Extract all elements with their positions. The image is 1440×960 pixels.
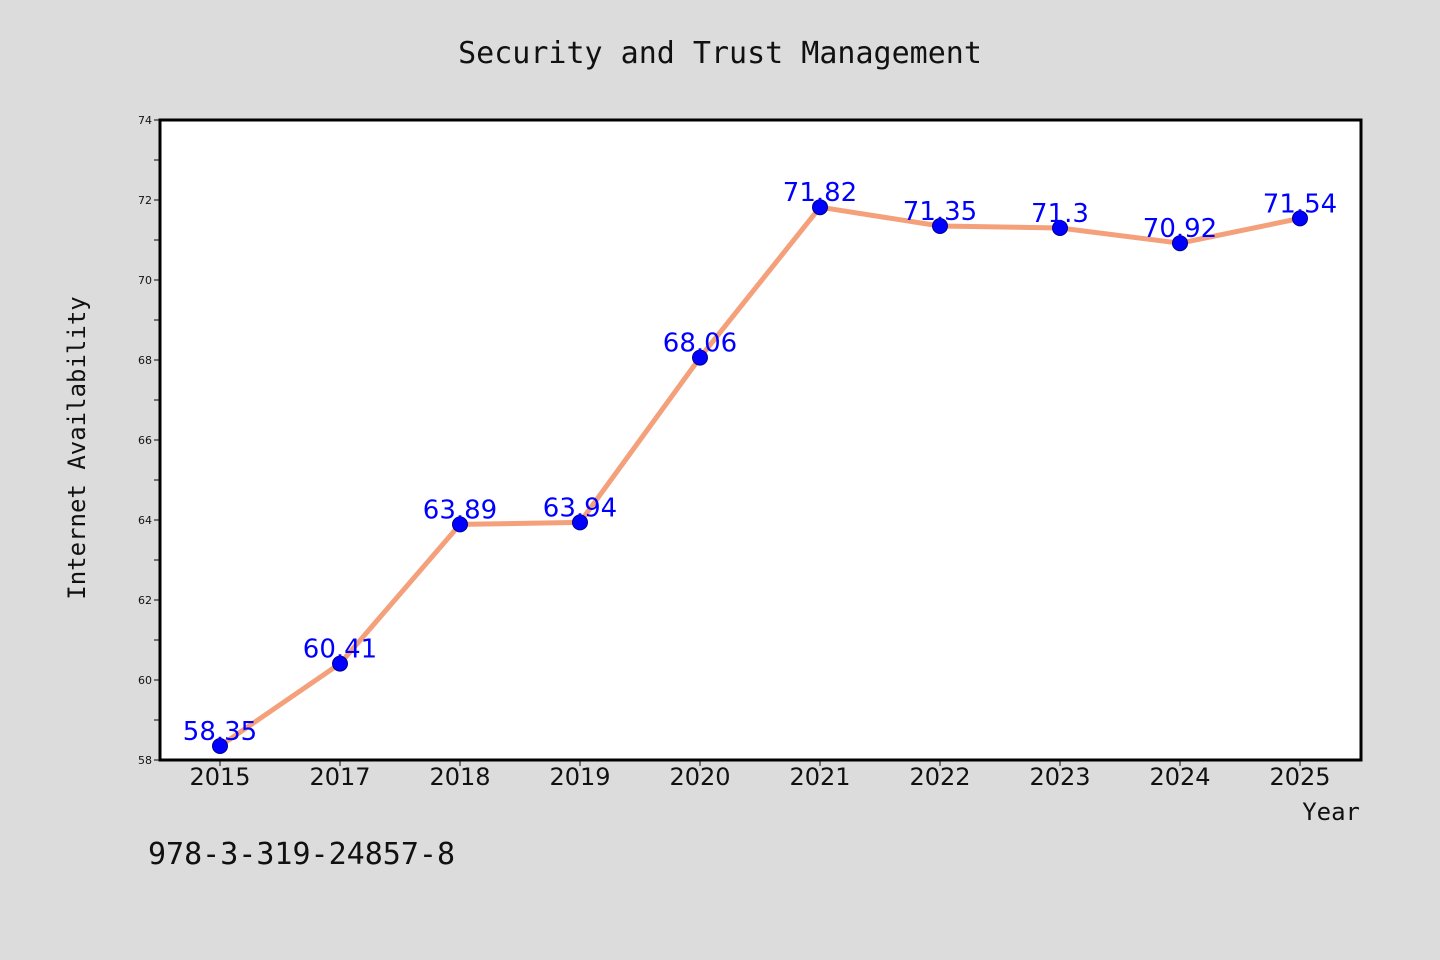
series-line: 58.35 60.41 63.89 63.94 68.06 71.82 71.35 71.3 7… xyxy=(183,178,1337,754)
x-tick-label: 2015 xyxy=(189,763,250,791)
x-tick-label: 2021 xyxy=(789,763,850,791)
data-label: 68.06 xyxy=(663,329,737,359)
y-tick-label: 74 xyxy=(138,114,152,127)
data-point xyxy=(812,199,828,216)
x-tick-label: 2020 xyxy=(669,763,730,791)
y-tick-label: 72 xyxy=(138,194,152,207)
data-label: 71.35 xyxy=(903,197,977,227)
y-axis: 58 60 62 64 66 68 70 72 74 xyxy=(138,114,160,767)
data-label: 70.92 xyxy=(1143,214,1217,244)
y-tick-label: 62 xyxy=(138,594,152,607)
y-tick-label: 66 xyxy=(138,434,152,447)
data-point xyxy=(692,349,708,366)
data-point xyxy=(572,514,588,531)
x-tick-label: 2025 xyxy=(1269,763,1330,791)
data-point xyxy=(452,516,468,533)
x-tick-label: 2023 xyxy=(1029,763,1090,791)
chart-title: Security and Trust Management xyxy=(458,36,982,71)
x-axis-label: Year xyxy=(1302,798,1360,826)
data-point xyxy=(932,218,948,234)
data-label: 71.54 xyxy=(1263,189,1337,219)
data-label: 63.94 xyxy=(543,493,617,523)
y-tick-label: 64 xyxy=(138,514,152,527)
x-tick-label: 2018 xyxy=(429,763,490,791)
x-tick-label: 2019 xyxy=(549,763,610,791)
data-label: 71.82 xyxy=(783,178,857,208)
y-tick-label: 60 xyxy=(138,674,152,687)
data-label: 60.41 xyxy=(303,635,377,665)
data-label: 58.35 xyxy=(183,717,257,747)
x-tick-label: 2017 xyxy=(309,763,370,791)
y-tick-label: 70 xyxy=(138,274,152,287)
data-label: 63.89 xyxy=(423,495,497,525)
data-point xyxy=(1172,235,1188,252)
x-axis: 2015 2017 2018 2019 2020 2021 2022 2023 2024 2025 xyxy=(189,760,1331,791)
series-path xyxy=(218,204,1301,749)
x-tick-label: 2024 xyxy=(1149,763,1210,791)
x-tick-label: 2022 xyxy=(909,763,970,791)
data-point xyxy=(332,655,348,672)
y-axis-label: Internet Availability xyxy=(63,296,91,599)
data-point xyxy=(212,738,228,754)
data-point xyxy=(1052,220,1068,236)
isbn-text: 978-3-319-24857-8 xyxy=(148,837,455,872)
y-tick-label: 58 xyxy=(138,754,152,767)
data-label: 71.3 xyxy=(1031,199,1089,229)
y-tick-label: 68 xyxy=(138,354,152,367)
plot-area xyxy=(158,118,1363,762)
data-point xyxy=(1292,210,1308,227)
